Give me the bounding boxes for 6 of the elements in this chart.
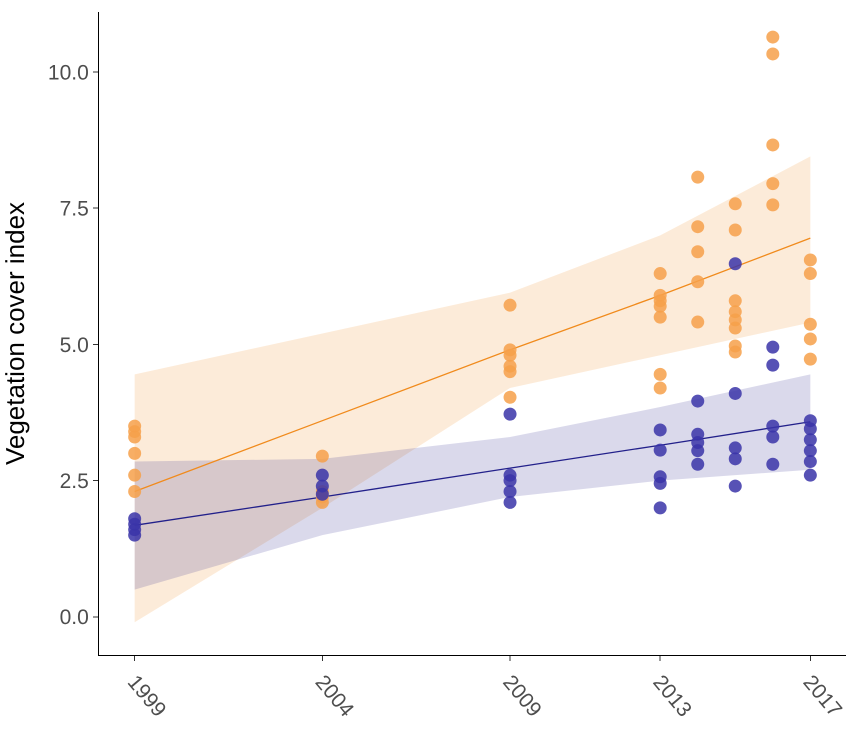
y-tick-label: 5.0 [60,334,89,357]
y-tick-label: 10.0 [48,61,89,84]
y-axis-title: Vegetation cover index [0,202,30,466]
y-tick-label: 2.5 [60,470,89,493]
y-tick-label: 7.5 [60,198,89,221]
y-tick-label: 0.0 [60,606,89,630]
